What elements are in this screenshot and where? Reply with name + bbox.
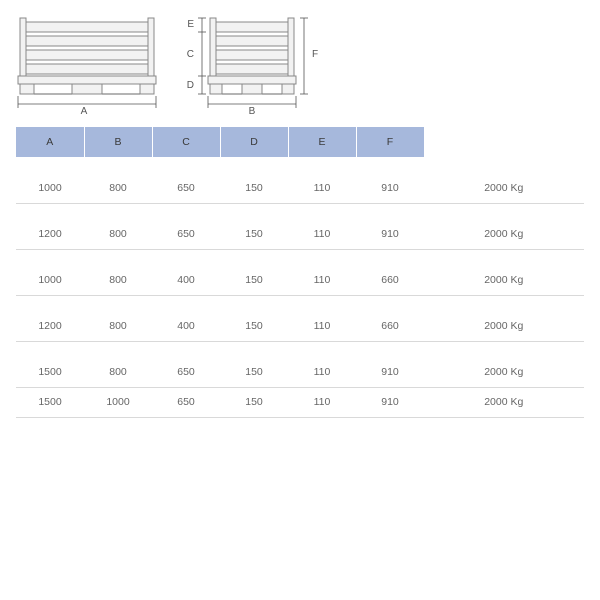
table-cell: 2000 Kg — [424, 311, 584, 341]
table-cell: 1000 — [16, 265, 84, 295]
spec-table-head: A B C D E F — [16, 127, 584, 157]
gap-row — [16, 203, 584, 219]
table-cell: 110 — [288, 387, 356, 417]
table-cell: 110 — [288, 173, 356, 203]
col-header: B — [84, 127, 152, 157]
gap-row — [16, 341, 584, 357]
table-cell: 110 — [288, 357, 356, 387]
table-cell: 1000 — [84, 387, 152, 417]
gap-row — [16, 295, 584, 311]
col-header: E — [288, 127, 356, 157]
table-cell: 110 — [288, 311, 356, 341]
dim-label-e: E — [187, 19, 194, 30]
front-svg: A — [12, 12, 162, 117]
table-cell: 650 — [152, 219, 220, 249]
table-cell: 910 — [356, 173, 424, 203]
spec-table: A B C D E F 10008006501501109102000 Kg12… — [16, 127, 584, 418]
table-cell: 1500 — [16, 387, 84, 417]
table-cell: 910 — [356, 387, 424, 417]
table-cell: 150 — [220, 311, 288, 341]
table-cell: 2000 Kg — [424, 357, 584, 387]
dim-label-d: D — [187, 80, 194, 91]
table-cell: 2000 Kg — [424, 219, 584, 249]
table-cell: 150 — [220, 219, 288, 249]
table-cell: 650 — [152, 173, 220, 203]
diagram-side: B E C D F — [180, 12, 340, 117]
dim-label-c: C — [187, 49, 194, 60]
table-row: 10008004001501106602000 Kg — [16, 265, 584, 295]
table-cell: 1200 — [16, 311, 84, 341]
table-cell: 800 — [84, 311, 152, 341]
dim-label-f: F — [312, 49, 318, 60]
table-cell: 2000 Kg — [424, 265, 584, 295]
table-row: 10008006501501109102000 Kg — [16, 173, 584, 203]
table-row: 12008006501501109102000 Kg — [16, 219, 584, 249]
side-svg: B E C D F — [180, 12, 340, 117]
dim-label-b: B — [249, 106, 256, 117]
col-header: A — [16, 127, 84, 157]
table-cell: 400 — [152, 265, 220, 295]
table-cell: 150 — [220, 173, 288, 203]
table-row: 15008006501501109102000 Kg — [16, 357, 584, 387]
table-cell: 150 — [220, 265, 288, 295]
table-cell: 910 — [356, 219, 424, 249]
table-cell: 650 — [152, 387, 220, 417]
table-row: 12008004001501106602000 Kg — [16, 311, 584, 341]
table-cell: 910 — [356, 357, 424, 387]
table-cell: 2000 Kg — [424, 387, 584, 417]
table-cell: 800 — [84, 219, 152, 249]
table-cell: 1500 — [16, 357, 84, 387]
table-cell: 1000 — [16, 173, 84, 203]
diagram-area: A B E — [6, 12, 594, 117]
table-cell: 110 — [288, 265, 356, 295]
table-cell: 110 — [288, 219, 356, 249]
table-cell: 800 — [84, 265, 152, 295]
col-header: D — [220, 127, 288, 157]
col-header: C — [152, 127, 220, 157]
table-cell: 1200 — [16, 219, 84, 249]
table-cell: 800 — [84, 357, 152, 387]
table-cell: 650 — [152, 357, 220, 387]
gap-row — [16, 249, 584, 265]
table-cell: 660 — [356, 311, 424, 341]
table-row: 150010006501501109102000 Kg — [16, 387, 584, 417]
dim-label-a: A — [81, 106, 88, 117]
table-cell: 150 — [220, 387, 288, 417]
table-cell: 660 — [356, 265, 424, 295]
table-cell: 2000 Kg — [424, 173, 584, 203]
diagram-front: A — [12, 12, 162, 117]
table-cell: 150 — [220, 357, 288, 387]
spec-table-body: 10008006501501109102000 Kg12008006501501… — [16, 157, 584, 417]
table-cell: 400 — [152, 311, 220, 341]
col-header-empty — [424, 127, 584, 157]
table-cell: 800 — [84, 173, 152, 203]
col-header: F — [356, 127, 424, 157]
